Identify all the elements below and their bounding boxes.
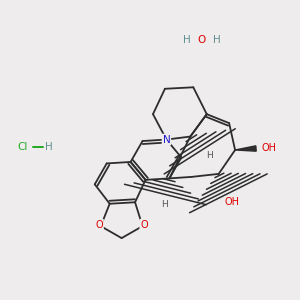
Text: H: H bbox=[213, 34, 221, 44]
Polygon shape bbox=[235, 146, 256, 151]
Text: H: H bbox=[162, 200, 168, 209]
Text: OH: OH bbox=[225, 197, 240, 207]
Text: O: O bbox=[95, 220, 103, 230]
Text: O: O bbox=[140, 220, 148, 230]
Text: N: N bbox=[163, 134, 170, 145]
Text: H: H bbox=[183, 34, 190, 44]
Text: O: O bbox=[198, 34, 206, 44]
Text: H: H bbox=[206, 151, 213, 160]
Text: H: H bbox=[45, 142, 52, 152]
Text: Cl: Cl bbox=[17, 142, 28, 152]
Text: OH: OH bbox=[262, 143, 277, 153]
